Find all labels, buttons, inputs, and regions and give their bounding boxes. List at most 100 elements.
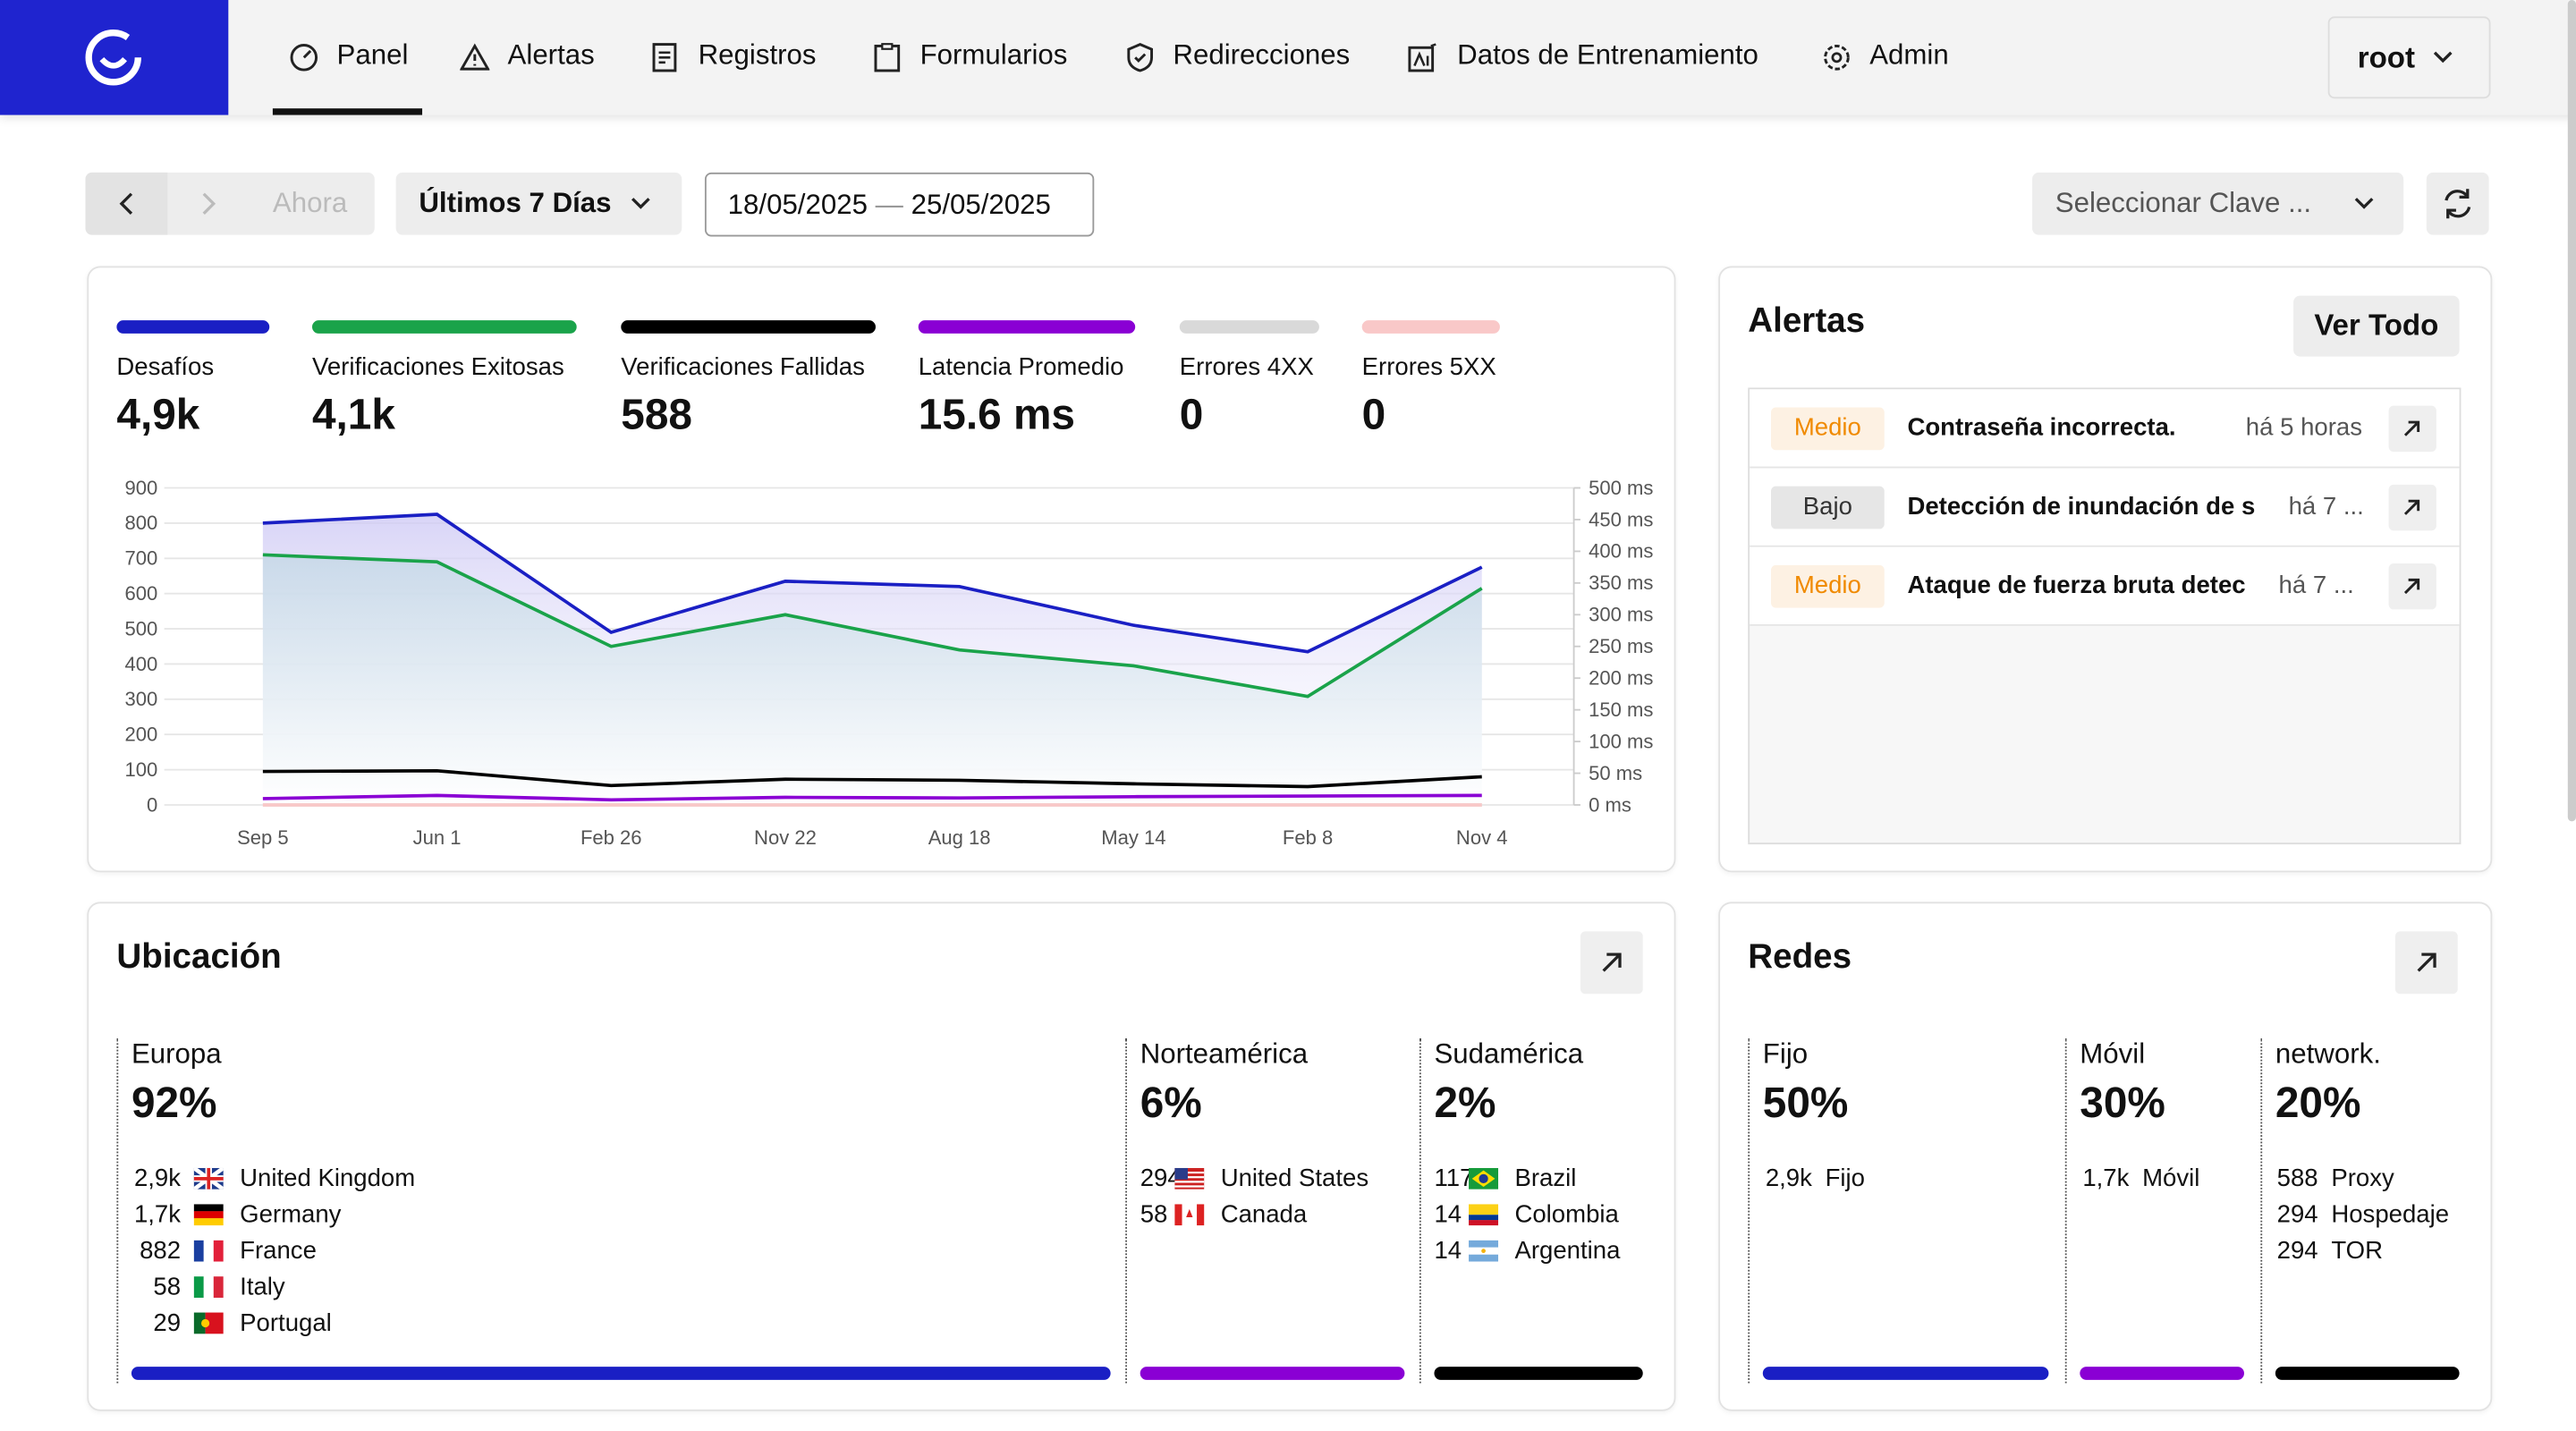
stat-value: 0: [1361, 389, 1386, 439]
flag: [193, 1312, 224, 1334]
item-name: Hospedaje: [2331, 1200, 2450, 1229]
nav-item[interactable]: Redirecciones: [1173, 39, 1351, 71]
legend-swatch: [1361, 320, 1500, 334]
view-all-button[interactable]: Ver Todo: [2293, 295, 2460, 357]
column-divider: [116, 1037, 119, 1384]
expand-button[interactable]: [1580, 931, 1643, 995]
open-button[interactable]: [2388, 405, 2436, 453]
navbar: [0, 0, 2576, 115]
location-card: [87, 902, 1676, 1411]
y2-tick-label: 0 ms: [1589, 793, 1631, 816]
stat-value: 15.6 ms: [918, 389, 1075, 439]
logo-icon: [85, 30, 141, 86]
item-count: 58: [153, 1273, 182, 1301]
y2-tick-label: 250 ms: [1589, 635, 1653, 657]
nav-item[interactable]: Datos de Entrenamiento: [1457, 39, 1758, 71]
stat-value: 4,9k: [116, 389, 200, 439]
logo[interactable]: [0, 0, 229, 115]
y2-tick-label: 150 ms: [1589, 699, 1653, 721]
icon: [290, 44, 318, 72]
legend-swatch: [311, 320, 577, 334]
share-bar: [1140, 1367, 1405, 1380]
group-name: Europa: [131, 1037, 222, 1070]
chevron: [2354, 198, 2374, 209]
share-bar: [1434, 1367, 1643, 1380]
nav-item[interactable]: Panel: [336, 39, 409, 71]
open-button[interactable]: [2388, 484, 2436, 531]
item-name: Proxy: [2331, 1164, 2394, 1193]
item-count: 1,7k: [133, 1200, 182, 1229]
item-name: United Kingdom: [240, 1164, 416, 1193]
item-name: Italy: [240, 1273, 285, 1301]
item-name: United States: [1220, 1164, 1369, 1193]
legend-swatch: [918, 320, 1136, 334]
networks-card: [1718, 902, 2493, 1411]
refresh-button[interactable]: [2426, 172, 2489, 235]
alert-time: há 5 horas: [2245, 413, 2363, 443]
y-tick-label: 900: [125, 477, 158, 499]
line: [262, 553, 1483, 699]
item-name: Brazil: [1514, 1164, 1577, 1193]
item-count: 14: [1434, 1200, 1462, 1229]
column-divider: [2064, 1037, 2067, 1384]
column-divider: [2260, 1037, 2263, 1384]
item-count: 14: [1434, 1237, 1462, 1266]
expand-button[interactable]: [2394, 931, 2458, 995]
nav-item[interactable]: Alertas: [507, 39, 595, 71]
date-sep: —: [875, 189, 903, 221]
icon: [1127, 42, 1154, 72]
x-tick-label: May 14: [1101, 826, 1165, 849]
y-tick-label: 300: [125, 688, 158, 710]
now-button[interactable]: Ahora: [272, 187, 348, 219]
stat-value: 4,1k: [311, 389, 395, 439]
flag: [1174, 1204, 1205, 1226]
item-name: Germany: [240, 1200, 342, 1229]
open-button[interactable]: [2388, 563, 2436, 610]
item-name: France: [240, 1237, 317, 1266]
chevron: [631, 198, 650, 209]
key-select[interactable]: Seleccionar Clave ...: [2032, 172, 2404, 235]
user-name: root: [2357, 40, 2415, 74]
item-count: 294: [2276, 1200, 2318, 1229]
flag: [193, 1240, 224, 1262]
y2-tick-label: 500 ms: [1589, 477, 1653, 499]
prev-button[interactable]: [85, 172, 168, 235]
column-divider: [1419, 1037, 1421, 1384]
x-tick-label: Nov 22: [754, 826, 817, 849]
nav-item[interactable]: Admin: [1869, 39, 1949, 71]
group-share: 50%: [1762, 1077, 1849, 1127]
group-name: network.: [2275, 1037, 2381, 1070]
item-count: 294: [2276, 1237, 2318, 1266]
item-name: Argentina: [1514, 1237, 1621, 1266]
flag: [193, 1204, 224, 1226]
flag: [193, 1167, 224, 1190]
x-tick-label: Feb 8: [1283, 826, 1333, 849]
item-count: 882: [140, 1237, 182, 1266]
item-name: Fijo: [1825, 1164, 1866, 1193]
flag: [193, 1276, 224, 1299]
item-name: TOR: [2331, 1237, 2384, 1266]
y-tick-label: 0: [147, 793, 157, 816]
x-tick-label: Aug 18: [928, 826, 991, 849]
group-share: 6%: [1140, 1077, 1202, 1127]
item-count: 588: [2276, 1164, 2318, 1193]
legend-label: Latencia Promedio: [918, 352, 1124, 382]
nav-item[interactable]: Formularios: [919, 39, 1068, 71]
y-tick-label: 500: [125, 617, 158, 639]
legend-swatch: [116, 320, 270, 334]
next-button[interactable]: [167, 173, 250, 235]
group-name: Sudamérica: [1434, 1037, 1584, 1070]
y-tick-label: 400: [125, 653, 158, 675]
range-select[interactable]: Últimos 7 Días: [395, 172, 682, 235]
legend-label: Errores 5XX: [1361, 352, 1496, 382]
nav-item[interactable]: Registros: [698, 39, 817, 71]
alert-time: há 7 ...: [2288, 493, 2364, 521]
share-bar: [1762, 1367, 2049, 1380]
user-menu[interactable]: root: [2327, 16, 2491, 99]
column-divider: [1748, 1037, 1750, 1384]
y-tick-label: 100: [125, 758, 158, 781]
date-range[interactable]: 18/05/2025 — 25/05/2025: [704, 172, 1095, 237]
item-count: 2,9k: [133, 1164, 182, 1193]
